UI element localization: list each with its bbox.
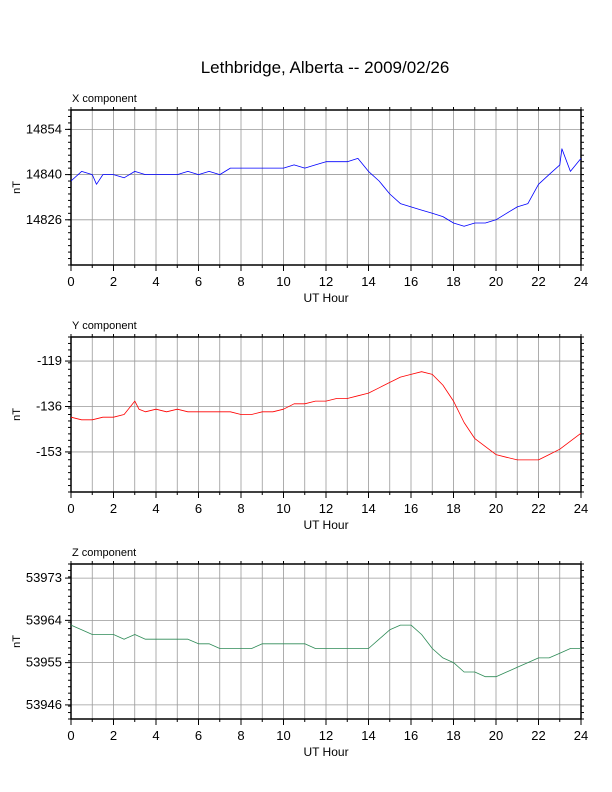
panel-1-xtick-label: 14 (361, 274, 375, 289)
panel-1-xtick-label: 20 (489, 274, 503, 289)
panel-2-xtick-label: 2 (110, 501, 117, 516)
panel-1-xtick-label: 6 (195, 274, 202, 289)
panel-2-xtick-label: 12 (319, 501, 333, 516)
panel-1-series-line (70, 148, 582, 227)
panel-3-xtick-label: 10 (276, 728, 290, 743)
panel-2-xtick-label: 8 (237, 501, 244, 516)
panel-3-ytick-label: 53973 (26, 570, 62, 585)
panel-3-xtick-label: 20 (489, 728, 503, 743)
panel-3-ytick-label: 53946 (26, 697, 62, 712)
panel-3-xtick-label: 22 (531, 728, 545, 743)
panel-1-xtick-label: 8 (237, 274, 244, 289)
panel-2-xtick-label: 10 (276, 501, 290, 516)
panel-3-xtick-label: 12 (319, 728, 333, 743)
panel-1-xtick-label: 22 (531, 274, 545, 289)
panel-3-xtick-label: 8 (237, 728, 244, 743)
main-title: Lethbridge, Alberta -- 2009/02/26 (200, 58, 450, 77)
panel-1-xtick-label: 16 (404, 274, 418, 289)
panel-3-xtick-label: 14 (361, 728, 375, 743)
panel-1-xlabel: UT Hour (303, 291, 348, 305)
panel-1-xtick-label: 4 (152, 274, 159, 289)
panel-3-xtick-label: 16 (404, 728, 418, 743)
panel-1-xtick-label: 12 (319, 274, 333, 289)
panel-3-xtick-label: 4 (152, 728, 159, 743)
panel-2-xtick-label: 4 (152, 501, 159, 516)
panel-2-ylabel: nT (11, 408, 23, 421)
panel-3-series-line (70, 624, 581, 678)
panel-3-xtick-label: 2 (110, 728, 117, 743)
panel-2-series-line (70, 371, 582, 461)
panel-1-xtick-label: 24 (574, 274, 588, 289)
panel-1-xtick-label: 10 (276, 274, 290, 289)
panel-1-ytick-label: 14826 (26, 212, 62, 227)
panel-1-ylabel: nT (11, 181, 23, 194)
panel-3-xtick-label: 6 (195, 728, 202, 743)
panel-1-xtick-label: 18 (446, 274, 460, 289)
panel-3-title: Z component (72, 547, 136, 559)
panel-3-ytick-label: 53955 (26, 655, 62, 670)
panel-1-xtick-label: 0 (67, 274, 74, 289)
panel-2-xtick-label: 14 (361, 501, 375, 516)
panel-3-xtick-label: 24 (574, 728, 588, 743)
panel-2-ytick-label: -136 (36, 398, 62, 413)
panel-3-xtick-label: 18 (446, 728, 460, 743)
panel-2-xtick-label: 24 (574, 501, 588, 516)
panel-2-xtick-label: 20 (489, 501, 503, 516)
panel-2-ytick-label: -119 (37, 353, 62, 368)
panel-3-ytick-label: 53964 (26, 612, 62, 627)
panel-2-xtick-label: 0 (67, 501, 74, 516)
panel-2-xtick-label: 16 (404, 501, 418, 516)
panel-1-title: X component (72, 93, 137, 105)
panel-3-xtick-label: 0 (67, 728, 74, 743)
panel-2-xtick-label: 6 (195, 501, 202, 516)
panel-3-xlabel: UT Hour (303, 745, 348, 759)
panel-2-xlabel: UT Hour (303, 518, 348, 532)
panel-1-ytick-label: 14840 (26, 167, 62, 182)
panel-2-title: Y component (72, 320, 137, 332)
panel-2-ytick-label: -153 (36, 444, 62, 459)
panel-3-ylabel: nT (11, 635, 23, 648)
panel-1-ytick-label: 14854 (26, 121, 62, 136)
panel-1-xtick-label: 2 (110, 274, 117, 289)
panel-2-xtick-label: 18 (446, 501, 460, 516)
panel-2-xtick-label: 22 (531, 501, 545, 516)
